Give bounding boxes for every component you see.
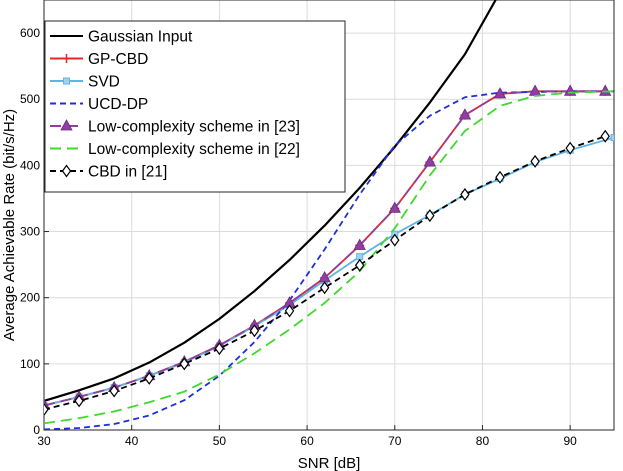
- legend-marker: [62, 54, 71, 63]
- data-point-cbd-in-21: [109, 384, 119, 398]
- legend-item: UCD-DP: [50, 96, 148, 113]
- data-point-cbd-in-21: [354, 258, 365, 272]
- legend-label: UCD-DP: [88, 96, 148, 113]
- data-point-low-complexity-scheme-in-23: [353, 238, 366, 250]
- data-point-low-complexity-scheme-in-23: [423, 155, 437, 167]
- legend-label: Low-complexity scheme in [23]: [88, 119, 300, 136]
- data-point-cbd-in-21: [214, 342, 225, 356]
- y-tick-label: 100: [20, 357, 40, 371]
- data-point-cbd-in-21: [495, 170, 505, 184]
- data-point-cbd-in-21: [600, 129, 610, 143]
- x-tick-label: 90: [563, 434, 577, 448]
- y-tick-label: 300: [20, 225, 40, 239]
- data-point-cbd-in-21: [565, 141, 575, 155]
- data-point-low-complexity-scheme-in-23: [458, 108, 472, 120]
- data-point-low-complexity-scheme-in-23: [388, 201, 401, 213]
- y-tick-label: 500: [20, 92, 40, 106]
- legend-item: Low-complexity scheme in [23]: [50, 119, 300, 136]
- series-line-low-complexity-scheme-in-22: [44, 90, 614, 425]
- data-point-cbd-in-21: [249, 324, 260, 338]
- data-point-cbd-in-21: [284, 304, 295, 318]
- legend-item: GP-CBD: [50, 51, 148, 68]
- data-point-cbd-in-21: [74, 394, 84, 408]
- y-tick-label: 600: [20, 26, 40, 40]
- data-point-cbd-in-21: [319, 281, 330, 295]
- series-low-complexity-scheme-in-22: [44, 90, 614, 425]
- x-tick-label: 40: [125, 434, 139, 448]
- legend-label: GP-CBD: [88, 51, 148, 68]
- plot-frame: [43, 0, 615, 431]
- legend: Gaussian Input GP-CBD SVD UCD-DP Low-complex…: [44, 20, 346, 193]
- series-line-gaussian-input: [44, 0, 497, 402]
- data-point-low-complexity-scheme-in-23: [493, 87, 507, 99]
- legend-item: SVD: [50, 74, 120, 91]
- series-low-complexity-scheme-in-23: [44, 84, 612, 410]
- legend-marker: [61, 164, 72, 178]
- x-tick-label: 60: [300, 434, 314, 448]
- data-point-cbd-in-21: [179, 357, 190, 371]
- data-point-cbd-in-21: [530, 154, 540, 168]
- series-cbd-in-21: [44, 129, 610, 417]
- legend-box: [44, 20, 346, 193]
- legend-item: CBD in [21]: [50, 164, 167, 181]
- data-point-cbd-in-21: [390, 233, 400, 247]
- legend-label: CBD in [21]: [88, 164, 167, 181]
- data-point-svd: [610, 134, 614, 142]
- legend-label: Gaussian Input: [88, 29, 193, 46]
- data-series: [44, 0, 614, 430]
- legend-item: Gaussian Input: [50, 29, 193, 46]
- legend-label: SVD: [88, 74, 120, 91]
- y-tick-label: 200: [20, 291, 40, 305]
- x-axis-label: SNR [dB]: [298, 455, 361, 471]
- legend-label: Low-complexity scheme in [22]: [88, 141, 300, 158]
- data-point-cbd-in-21: [425, 209, 435, 223]
- y-tick-label: 400: [20, 158, 40, 172]
- x-tick-label: 80: [476, 434, 490, 448]
- data-point-cbd-in-21: [460, 187, 470, 202]
- y-tick-label: 0: [33, 423, 40, 437]
- data-point-cbd-in-21: [144, 371, 154, 385]
- legend-marker: [63, 77, 70, 85]
- data-point-low-complexity-scheme-in-23: [599, 84, 612, 96]
- y-axis-label: Average Achievable Rate (bit/s/Hz): [1, 109, 18, 341]
- legend-item: Low-complexity scheme in [22]: [50, 141, 300, 158]
- axis-ticks: 30 40 50 60 70 80 90 0 100 200 300 400 500 600: [20, 26, 577, 448]
- x-tick-label: 30: [37, 434, 51, 448]
- x-tick-label: 50: [213, 434, 227, 448]
- x-tick-label: 70: [388, 434, 402, 448]
- data-point-cbd-in-21: [44, 402, 49, 417]
- series-gaussian-input: [44, 0, 497, 402]
- legend-marker: [60, 119, 73, 131]
